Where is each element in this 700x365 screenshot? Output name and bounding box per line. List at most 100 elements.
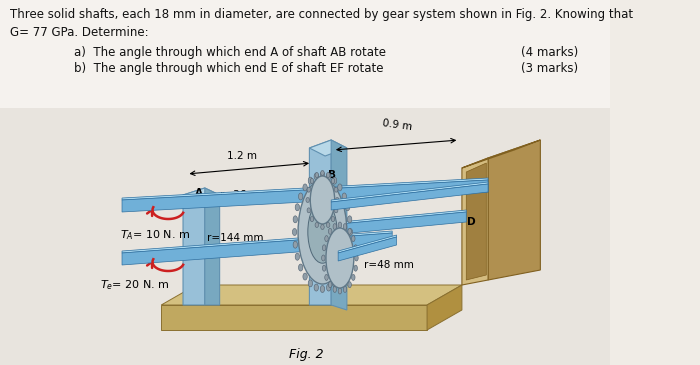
- Polygon shape: [122, 233, 392, 265]
- Ellipse shape: [293, 241, 298, 248]
- Ellipse shape: [351, 274, 355, 280]
- Polygon shape: [0, 108, 610, 365]
- Ellipse shape: [321, 285, 325, 292]
- Text: b)  The angle through which end E of shaft EF rotate: b) The angle through which end E of shaf…: [74, 62, 384, 75]
- Ellipse shape: [337, 184, 342, 191]
- Polygon shape: [205, 188, 220, 305]
- Ellipse shape: [326, 284, 331, 291]
- Text: 1.2 m: 1.2 m: [228, 151, 258, 161]
- Polygon shape: [122, 178, 488, 200]
- Polygon shape: [331, 182, 488, 202]
- Ellipse shape: [298, 264, 303, 271]
- Ellipse shape: [323, 265, 326, 271]
- Ellipse shape: [310, 216, 314, 222]
- Ellipse shape: [347, 241, 352, 248]
- Text: (4 marks): (4 marks): [522, 46, 578, 59]
- Ellipse shape: [293, 228, 297, 235]
- Text: $T_A$= 10 N. m: $T_A$= 10 N. m: [120, 228, 190, 242]
- Ellipse shape: [328, 282, 332, 288]
- Polygon shape: [340, 210, 466, 224]
- Polygon shape: [122, 180, 488, 212]
- Text: B: B: [328, 170, 336, 180]
- Ellipse shape: [348, 282, 351, 288]
- Polygon shape: [331, 140, 347, 310]
- Ellipse shape: [308, 201, 337, 263]
- Text: r=144 mm: r=144 mm: [206, 233, 263, 243]
- Ellipse shape: [326, 222, 330, 227]
- Ellipse shape: [342, 264, 346, 271]
- Polygon shape: [338, 237, 396, 261]
- Polygon shape: [340, 212, 466, 234]
- Ellipse shape: [332, 280, 337, 287]
- Ellipse shape: [332, 177, 337, 184]
- Ellipse shape: [310, 176, 335, 224]
- Polygon shape: [0, 0, 610, 108]
- Text: A: A: [195, 188, 203, 198]
- Ellipse shape: [354, 245, 358, 251]
- Ellipse shape: [293, 216, 298, 223]
- Ellipse shape: [333, 224, 337, 230]
- Text: r=36 mm: r=36 mm: [220, 190, 270, 200]
- Ellipse shape: [338, 288, 342, 294]
- Polygon shape: [183, 188, 220, 202]
- Ellipse shape: [298, 193, 303, 200]
- Ellipse shape: [308, 280, 312, 287]
- Text: E: E: [199, 247, 206, 257]
- Ellipse shape: [331, 178, 335, 183]
- Ellipse shape: [314, 284, 318, 291]
- Ellipse shape: [295, 253, 300, 260]
- Ellipse shape: [321, 170, 324, 176]
- Polygon shape: [462, 140, 540, 168]
- Ellipse shape: [343, 224, 346, 230]
- Ellipse shape: [335, 197, 339, 203]
- Text: a)  The angle through which end A of shaft AB rotate: a) The angle through which end A of shaf…: [74, 46, 386, 59]
- Polygon shape: [183, 188, 205, 305]
- Ellipse shape: [328, 228, 332, 234]
- Text: $T_e$= 20 N. m: $T_e$= 20 N. m: [100, 278, 170, 292]
- Ellipse shape: [315, 173, 318, 177]
- Polygon shape: [427, 285, 462, 330]
- Ellipse shape: [335, 208, 338, 213]
- Ellipse shape: [345, 253, 350, 260]
- Ellipse shape: [345, 204, 350, 211]
- Ellipse shape: [326, 173, 331, 180]
- Ellipse shape: [338, 222, 342, 228]
- Ellipse shape: [348, 228, 353, 235]
- Polygon shape: [331, 184, 488, 210]
- Ellipse shape: [307, 208, 311, 213]
- Text: Three solid shafts, each 18 mm in diameter, are connected by gear system shown i: Three solid shafts, each 18 mm in diamet…: [10, 8, 634, 39]
- Ellipse shape: [325, 274, 328, 280]
- Ellipse shape: [298, 180, 347, 284]
- Ellipse shape: [307, 187, 311, 192]
- Ellipse shape: [303, 273, 307, 280]
- Ellipse shape: [342, 193, 346, 200]
- Polygon shape: [338, 235, 396, 253]
- Ellipse shape: [351, 235, 355, 242]
- Ellipse shape: [321, 255, 325, 261]
- Ellipse shape: [315, 222, 318, 227]
- Polygon shape: [161, 285, 462, 305]
- Ellipse shape: [321, 224, 324, 230]
- Ellipse shape: [337, 273, 342, 280]
- Ellipse shape: [323, 245, 326, 251]
- Polygon shape: [161, 305, 427, 330]
- Polygon shape: [466, 163, 486, 280]
- Ellipse shape: [355, 255, 358, 261]
- Ellipse shape: [335, 187, 338, 192]
- Ellipse shape: [326, 228, 354, 288]
- Ellipse shape: [314, 173, 318, 180]
- Ellipse shape: [310, 178, 314, 183]
- Ellipse shape: [306, 197, 309, 203]
- Ellipse shape: [331, 216, 335, 222]
- Ellipse shape: [333, 287, 337, 292]
- Ellipse shape: [343, 287, 346, 292]
- Text: Fig. 2: Fig. 2: [290, 348, 324, 361]
- Text: 0.9 m: 0.9 m: [382, 118, 413, 132]
- Ellipse shape: [308, 177, 312, 184]
- Polygon shape: [309, 140, 347, 156]
- Ellipse shape: [295, 204, 300, 211]
- Ellipse shape: [321, 172, 325, 178]
- Text: (3 marks): (3 marks): [522, 62, 578, 75]
- Polygon shape: [122, 231, 392, 253]
- Text: D: D: [467, 217, 476, 227]
